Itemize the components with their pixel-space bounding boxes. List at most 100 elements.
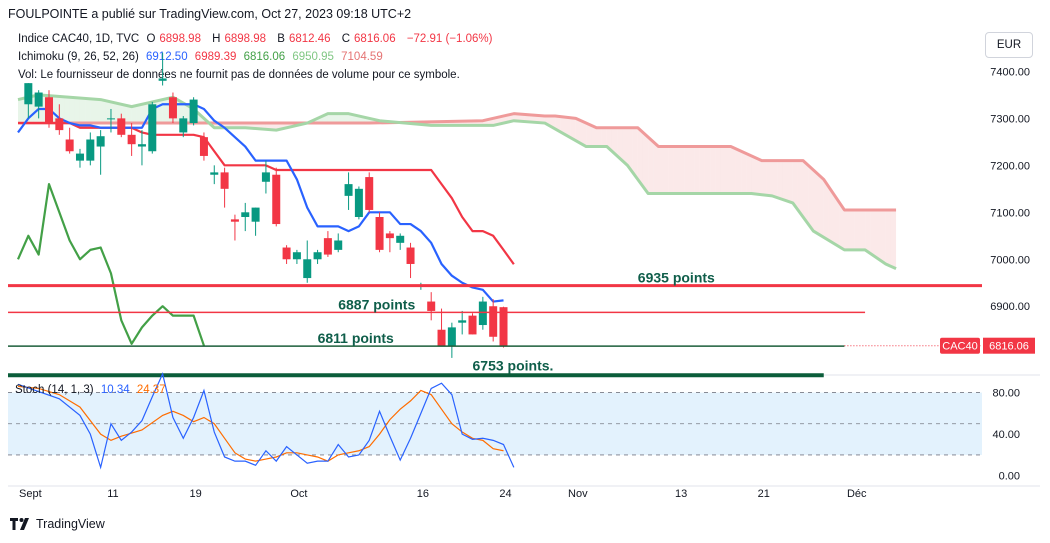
cloud-fill	[519, 114, 525, 122]
cloud-fill	[100, 99, 106, 124]
last-price-tag	[983, 337, 1035, 354]
cloud-fill	[699, 146, 705, 194]
tradingview-logo-icon	[10, 518, 29, 530]
cloud-fill	[818, 174, 824, 238]
tenkan-line	[17, 103, 504, 303]
ichimoku-legend: Ichimoku (9, 26, 52, 26) 6912.50 6989.39…	[18, 51, 387, 63]
cloud-fill	[141, 103, 148, 124]
stoch-tick-label: 80.00	[992, 388, 1020, 400]
candle-body	[458, 320, 467, 323]
ichimoku-label[interactable]: Ichimoku (9, 26, 52, 26)	[18, 51, 139, 63]
candle-body	[334, 240, 343, 250]
candle-body	[406, 247, 415, 264]
cloud-fill	[808, 165, 814, 232]
cloud-fill	[777, 160, 783, 200]
cloud-fill	[684, 146, 690, 194]
candle-body	[189, 99, 198, 124]
candle-body	[96, 136, 105, 147]
stoch-label[interactable]: Stoch (14, 1, 3)	[15, 384, 94, 396]
cloud-fill	[74, 97, 80, 124]
cloud-fill	[632, 127, 638, 180]
candle-body	[272, 174, 281, 225]
cloud-fill	[761, 160, 767, 196]
candle-body	[313, 252, 322, 260]
senkou-span-a-line	[17, 93, 897, 271]
candle-body	[44, 97, 53, 124]
stoch-k-value: 10.34	[100, 384, 130, 396]
cloud-fill	[596, 127, 602, 147]
candle-body	[375, 217, 384, 250]
span-a-value: 6950.95	[292, 51, 334, 63]
candle-body	[499, 307, 508, 346]
candle-body	[230, 219, 239, 222]
candle-body	[168, 97, 177, 119]
symbol-name[interactable]: Indice CAC40, 1D, TVC	[18, 33, 140, 45]
time-tick-label: 13	[675, 488, 687, 500]
cloud-fill	[673, 146, 680, 194]
candle-body	[489, 306, 498, 337]
candle-body	[179, 118, 188, 133]
cloud-fill	[772, 160, 778, 198]
candle-body	[210, 172, 219, 175]
candle-body	[75, 153, 84, 161]
cloud-fill	[560, 116, 566, 135]
symbol-price-tag	[940, 337, 980, 354]
price-tick-label: 7100.00	[990, 207, 1030, 219]
cloud-fill	[327, 113, 334, 124]
cloud-fill	[116, 103, 122, 124]
currency-button[interactable]: EUR	[985, 32, 1033, 58]
candle-body	[282, 247, 291, 260]
cloud-fill	[704, 146, 711, 194]
cloud-fill	[95, 99, 101, 124]
level-label: 6935 points	[638, 270, 715, 286]
cloud-fill	[69, 97, 75, 124]
price-tick-label: 7000.00	[990, 254, 1030, 266]
cloud-fill	[653, 141, 659, 194]
cloud-fill	[730, 146, 736, 194]
candle-body	[65, 139, 74, 152]
cloud-fill	[622, 127, 628, 166]
kijun-value: 6989.39	[194, 51, 237, 63]
cloud-fill	[828, 187, 835, 244]
cloud-fill	[162, 98, 168, 124]
cloud-fill	[606, 127, 612, 152]
cloud-fill	[343, 113, 349, 124]
cloud-fill	[79, 98, 86, 124]
time-tick-label: Déc	[847, 488, 867, 500]
cloud-fill	[637, 127, 643, 187]
candle-body	[478, 301, 487, 326]
close-value: C 6816.06	[341, 33, 396, 45]
cloud-fill	[865, 209, 871, 254]
open-value: O 6898.98	[146, 33, 201, 45]
cloud-fill	[797, 160, 804, 217]
cloud-fill	[854, 209, 860, 250]
senkou-span-b-line	[18, 112, 897, 212]
cloud-fill	[136, 104, 142, 124]
low-value: B 6812.46	[277, 33, 331, 45]
change-value: −72.91 (−1.06%)	[406, 33, 493, 45]
cloud-fill	[849, 209, 855, 250]
cloud-fill	[534, 115, 540, 123]
time-tick-label: 24	[499, 488, 511, 500]
candle-body	[427, 301, 436, 311]
cloud-fill	[756, 158, 762, 195]
cloud-fill	[529, 114, 535, 123]
candle-body	[24, 83, 33, 105]
stoch-legend: Stoch (14, 1, 3) 10.34 24.37	[15, 384, 170, 396]
candle-body	[55, 118, 64, 131]
publisher-header: FOULPOINTE a publié sur TradingView.com,…	[8, 7, 412, 21]
cloud-fill	[513, 113, 520, 122]
candle-body	[365, 177, 374, 210]
candle-body	[127, 134, 136, 145]
candle-body	[241, 212, 250, 217]
candle-body	[34, 92, 43, 107]
candle-body	[303, 259, 312, 279]
tradingview-footer[interactable]: TradingView	[10, 517, 105, 531]
cloud-fill	[157, 99, 163, 124]
cloud-fill	[766, 160, 773, 196]
cloud-fill	[524, 114, 530, 122]
cloud-fill	[823, 179, 829, 241]
cloud-fill	[792, 160, 798, 210]
candle-body	[137, 144, 146, 147]
